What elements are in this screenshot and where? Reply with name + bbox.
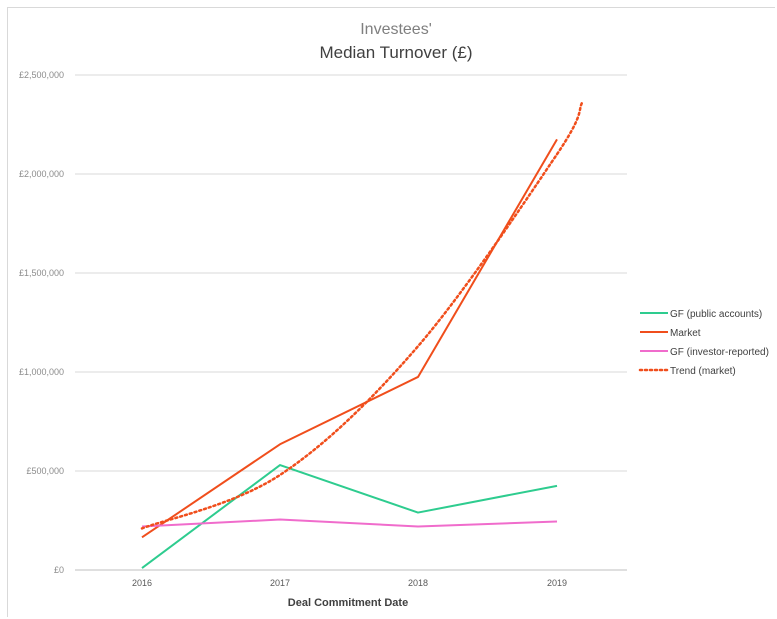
- chart-title-line1: Investees': [360, 21, 432, 38]
- legend-label: GF (public accounts): [670, 309, 762, 320]
- legend-label: GF (investor-reported): [670, 347, 769, 358]
- series-line-market: [141, 138, 558, 539]
- y-tick-label: £500,000: [26, 466, 64, 476]
- x-axis: 2016 2017 2018 2019: [132, 578, 567, 588]
- gridlines: [75, 74, 627, 571]
- x-tick-label: 2019: [547, 578, 567, 588]
- legend-label: Market: [670, 328, 701, 339]
- legend: GF (public accounts) Market GF (investor-r…: [638, 309, 769, 377]
- series-line-gf-public-accounts: [141, 464, 558, 569]
- x-tick-label: 2016: [132, 578, 152, 588]
- x-tick-label: 2017: [270, 578, 290, 588]
- x-tick-label: 2018: [408, 578, 428, 588]
- y-tick-label: £1,000,000: [19, 367, 64, 377]
- y-axis: £0 £500,000 £1,000,000 £1,500,000 £2,000,000…: [19, 70, 64, 575]
- y-tick-label: £2,500,000: [19, 70, 64, 80]
- chart-title-line2: Median Turnover (£): [319, 43, 472, 62]
- chart-frame: [7, 7, 775, 617]
- y-tick-label: £2,000,000: [19, 169, 64, 179]
- y-tick-label: £1,500,000: [19, 268, 64, 278]
- legend-label: Trend (market): [670, 366, 736, 377]
- series-lines: [140, 101, 584, 569]
- x-axis-label: Deal Commitment Date: [288, 597, 408, 609]
- series-line-gf-investor-reported: [141, 518, 558, 528]
- series-line-trend-market: [140, 101, 584, 530]
- y-tick-label: £0: [54, 565, 64, 575]
